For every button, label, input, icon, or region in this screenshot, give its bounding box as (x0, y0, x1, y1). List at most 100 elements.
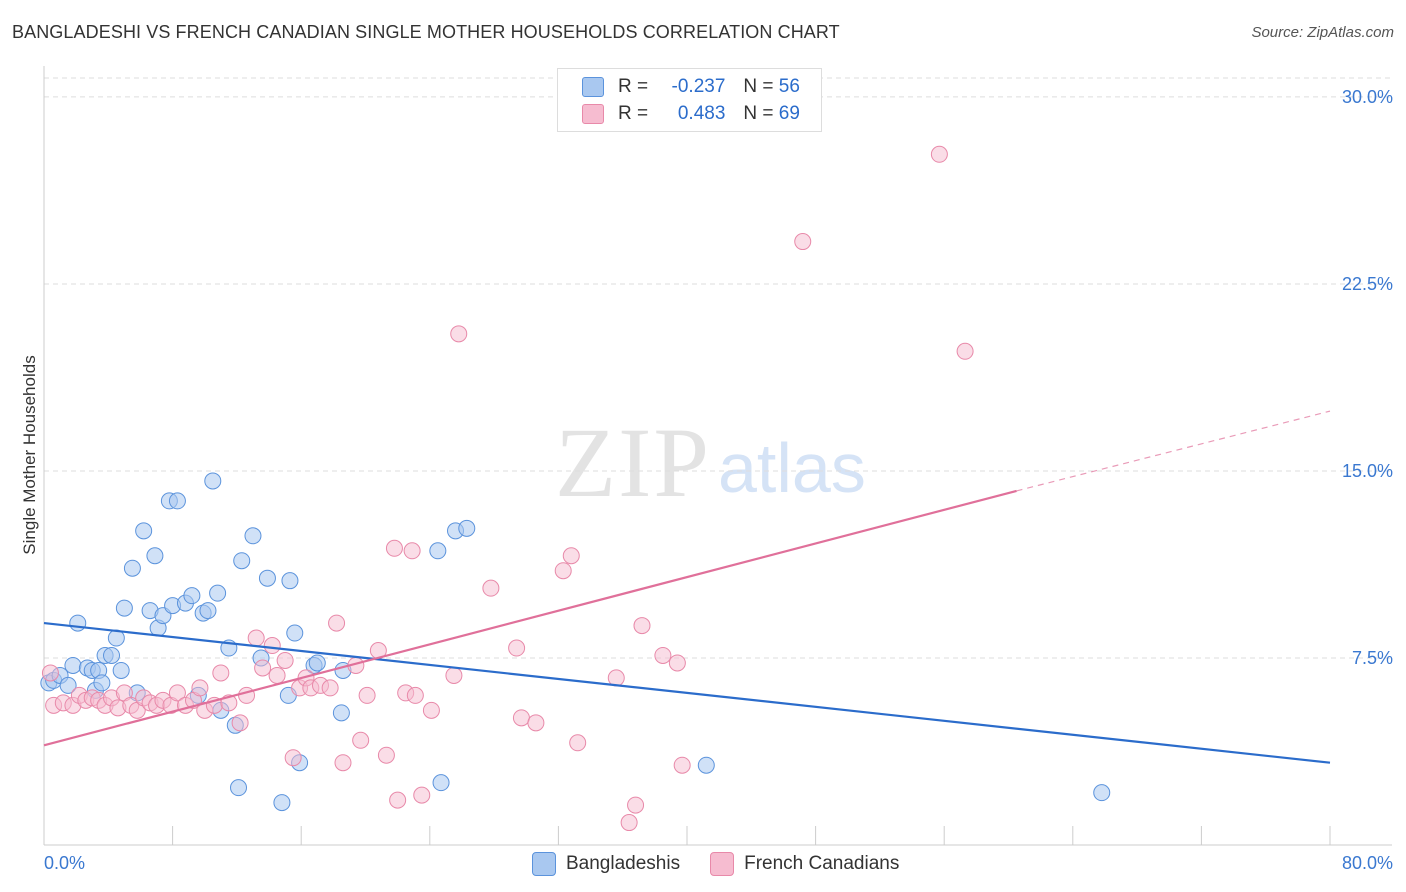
bangladeshi-point (258, 569, 276, 587)
french-canadian-point (231, 714, 249, 732)
bangladeshi-point (273, 794, 291, 812)
correlation-legend: R = -0.237 N = 56 R = 0.483 N = 69 (557, 68, 822, 132)
bangladeshi-point (286, 624, 304, 642)
legend-r-value: 0.483 (677, 103, 726, 124)
french-canadian-point (276, 651, 294, 669)
bangladeshi-point (168, 492, 186, 510)
bangladeshi-points (40, 472, 1111, 812)
bangladeshi-point (432, 774, 450, 792)
bangladeshi-point (93, 674, 111, 692)
french-canadian-trend-line (43, 489, 1017, 747)
french-canadian-point (413, 786, 431, 804)
french-canadian-point (620, 814, 638, 832)
y-tick-label: 15.0% (1342, 461, 1393, 481)
french-canadian-points (41, 145, 974, 832)
bangladeshi-point (429, 542, 447, 560)
series-label-bangladeshi: Bangladeshis (566, 853, 681, 874)
french-canadian-point (403, 542, 421, 560)
bangladeshi-point (183, 587, 201, 605)
french-canadian-point (168, 684, 186, 702)
bangladeshi-point (69, 614, 87, 632)
french-canadian-point (422, 701, 440, 719)
french-canadian-point (956, 342, 974, 360)
french-canadian-point (385, 539, 403, 557)
bangladeshi-point (123, 559, 141, 577)
french-canadian-point (627, 796, 645, 814)
french-canadian-point (445, 666, 463, 684)
legend-row-bangladeshi: R = -0.237 N = 56 (582, 76, 800, 98)
french-canadian-point (508, 639, 526, 657)
bangladeshi-point (332, 704, 350, 722)
french-canadian-point (321, 679, 339, 697)
x-tick-label: 80.0% (1342, 853, 1393, 873)
watermark-atlas: atlas (718, 429, 866, 507)
french-canadian-point (247, 629, 265, 647)
bangladeshi-point (244, 527, 262, 545)
bangladeshi-point (458, 519, 476, 537)
series-swatch-french-canadian (710, 852, 735, 876)
legend-n-label: N = (743, 103, 774, 124)
legend-n-value: 56 (778, 76, 800, 97)
french-canadian-point (654, 646, 672, 664)
x-tick-label: 0.0% (44, 853, 85, 873)
french-canadian-point (527, 714, 545, 732)
french-canadian-point (212, 664, 230, 682)
french-canadian-point (284, 749, 302, 767)
french-canadian-point (794, 233, 812, 251)
legend-n-label: N = (743, 76, 774, 97)
bangladeshi-point (1093, 784, 1111, 802)
french-canadian-point (41, 664, 59, 682)
bangladeshi-point (112, 661, 130, 679)
watermark-zip: ZIP (555, 407, 711, 518)
tick-labels: 7.5% 15.0% 22.5% 30.0% 0.0% 80.0% (44, 87, 1393, 873)
french-canadian-point (254, 659, 272, 677)
bangladeshi-point (115, 599, 133, 617)
french-canadian-point (406, 686, 424, 704)
french-canadian-point (482, 579, 500, 597)
series-swatch-bangladeshi (532, 852, 556, 876)
bangladeshi-point (233, 552, 251, 570)
legend-swatch-bangladeshi (582, 77, 604, 97)
bangladeshi-point (146, 547, 164, 565)
bangladeshi-point (64, 656, 82, 674)
french-canadian-point (328, 614, 346, 632)
legend-r-value: -0.237 (671, 76, 726, 97)
bangladeshi-trend-line (43, 621, 1331, 764)
bangladeshi-point (103, 646, 121, 664)
bangladeshi-point (697, 756, 715, 774)
french-canadian-point (512, 709, 530, 727)
legend-n-value: 69 (778, 103, 800, 124)
y-axis-label: Single Mother Households (20, 355, 39, 555)
french-canadian-point (358, 686, 376, 704)
y-tick-label: 7.5% (1352, 648, 1393, 668)
bangladeshi-point (230, 779, 248, 797)
bangladeshi-point (209, 584, 227, 602)
chart-title: BANGLADESHI VS FRENCH CANADIAN SINGLE MO… (12, 22, 840, 42)
grid-lines (44, 77, 1392, 659)
french-canadian-point (668, 654, 686, 672)
legend-swatch-french-canadian (582, 104, 604, 124)
french-canadian-point (268, 666, 286, 684)
bangladeshi-point (204, 472, 222, 490)
french-canadian-trend-extension (1016, 410, 1331, 492)
axes (43, 66, 1392, 846)
french-canadian-point (334, 754, 352, 772)
series-label-french-canadian: French Canadians (744, 853, 900, 874)
chart-source: Source: ZipAtlas.com (1251, 24, 1394, 41)
french-canadian-point (263, 637, 281, 655)
bangladeshi-point (59, 676, 77, 694)
bangladeshi-point (199, 602, 217, 620)
french-canadian-point (450, 325, 468, 343)
french-canadian-point (633, 617, 651, 635)
legend-row-french-canadian: R = 0.483 N = 69 (582, 103, 800, 125)
french-canadian-point (562, 547, 580, 565)
french-canadian-point (377, 746, 395, 764)
french-canadian-point (554, 562, 572, 580)
trend-lines (43, 410, 1331, 764)
legend-r-label: R = (618, 76, 649, 97)
y-tick-label: 30.0% (1342, 87, 1393, 107)
series-legend-french-canadian: French Canadians (710, 852, 899, 876)
french-canadian-point (191, 679, 209, 697)
series-legend: Bangladeshis French Canadians (532, 852, 929, 876)
bangladeshi-point (281, 572, 299, 590)
